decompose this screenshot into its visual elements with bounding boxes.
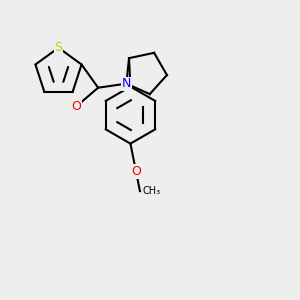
Text: O: O (71, 100, 81, 113)
Text: O: O (131, 165, 141, 178)
Text: CH₃: CH₃ (143, 186, 161, 196)
Text: N: N (122, 77, 131, 90)
Text: S: S (55, 41, 62, 54)
